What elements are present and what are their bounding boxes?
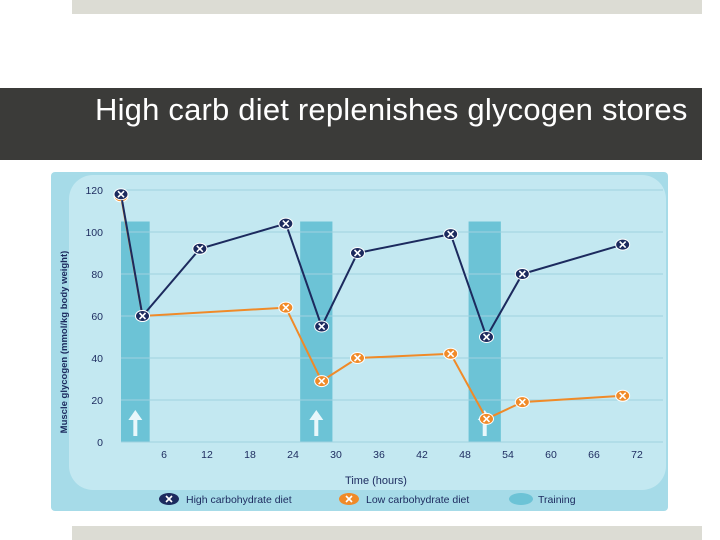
slide-title: High carb diet replenishes glycogen stor… <box>95 92 688 127</box>
data-point-high-carb <box>113 188 129 201</box>
legend-training: Training <box>509 493 576 506</box>
point-cross-icon <box>318 322 326 331</box>
data-point-high-carb <box>479 331 494 343</box>
data-point-high-carb <box>278 217 294 230</box>
x-tick-label: 36 <box>373 449 385 461</box>
x-tick-label: 72 <box>631 449 643 461</box>
legend-cross-icon <box>165 495 173 503</box>
data-series <box>113 188 631 425</box>
data-point-low-carb <box>615 389 631 402</box>
legend-label: Training <box>538 494 576 506</box>
title-band: High carb diet replenishes glycogen stor… <box>0 88 702 160</box>
x-tick-label: 6 <box>161 449 167 461</box>
legend-band-icon <box>509 493 533 505</box>
bottom-decor-bar <box>72 526 702 540</box>
legend-label: Low carbohydrate diet <box>366 494 469 506</box>
series-line-high-carb <box>120 194 623 340</box>
legend-label: High carbohydrate diet <box>186 494 292 506</box>
point-cross-icon <box>619 392 627 400</box>
point-cross-icon <box>482 333 491 341</box>
data-point-low-carb <box>443 347 459 360</box>
y-tick-label: 80 <box>91 269 103 281</box>
data-point-low-carb <box>278 301 294 314</box>
x-tick-label: 54 <box>502 449 514 461</box>
data-point-high-carb <box>615 238 631 251</box>
legend-cross-icon <box>345 495 353 503</box>
y-tick-label: 60 <box>91 311 103 323</box>
x-tick-label: 42 <box>416 449 428 461</box>
training-arrow-icon <box>309 410 324 436</box>
data-point-low-carb <box>314 375 330 388</box>
y-axis-ticks: 0 20 40 60 80 100 120 <box>85 185 103 449</box>
point-cross-icon <box>138 312 147 320</box>
point-cross-icon <box>282 304 290 312</box>
data-point-high-carb <box>135 310 150 322</box>
y-tick-label: 20 <box>91 395 103 407</box>
point-cross-icon <box>447 350 455 358</box>
point-cross-icon <box>353 354 362 362</box>
point-cross-icon <box>482 415 491 423</box>
top-decor-bar <box>72 0 702 14</box>
point-cross-icon <box>353 249 362 257</box>
point-cross-icon <box>518 270 526 278</box>
legend: High carbohydrate diet Low carbohydrate d… <box>159 493 576 506</box>
data-point-low-carb <box>514 396 530 409</box>
point-cross-icon <box>196 245 204 253</box>
legend-high-carb: High carbohydrate diet <box>159 493 292 506</box>
data-point-low-carb <box>350 352 365 364</box>
plot-background <box>69 175 666 490</box>
x-tick-label: 48 <box>459 449 471 461</box>
training-band-1 <box>121 221 150 442</box>
data-point-high-carb <box>350 247 365 259</box>
legend-low-carb: Low carbohydrate diet <box>339 493 469 506</box>
point-cross-icon <box>447 230 455 238</box>
x-tick-label: 24 <box>287 449 299 461</box>
x-tick-label: 66 <box>588 449 600 461</box>
x-tick-label: 30 <box>330 449 342 461</box>
data-point-high-carb <box>443 228 459 241</box>
point-cross-icon <box>117 190 125 198</box>
y-tick-label: 120 <box>85 185 103 197</box>
y-tick-label: 100 <box>85 227 103 239</box>
point-cross-icon <box>619 241 627 249</box>
data-point-high-carb <box>514 268 530 280</box>
grid-lines <box>121 189 663 443</box>
glycogen-chart: 0 20 40 60 80 100 120 6 12 18 24 30 36 42 48 54 60 66 72 … <box>51 172 668 511</box>
data-point-high-carb <box>314 320 330 333</box>
data-point-high-carb <box>192 242 208 255</box>
point-cross-icon <box>518 398 526 406</box>
data-point-low-carb <box>479 412 494 425</box>
x-tick-label: 60 <box>545 449 557 461</box>
training-band-2 <box>300 221 333 442</box>
point-cross-icon <box>282 220 290 228</box>
y-axis-label: Muscle glycogen (mmol/kg body weight) <box>59 251 70 434</box>
x-axis-label: Time (hours) <box>345 475 407 487</box>
point-cross-icon <box>318 377 326 385</box>
x-tick-label: 12 <box>201 449 213 461</box>
y-tick-label: 40 <box>91 353 103 365</box>
x-tick-label: 18 <box>244 449 256 461</box>
x-axis-ticks: 6 12 18 24 30 36 42 48 54 60 66 72 <box>161 449 643 461</box>
training-arrow-icon <box>128 410 143 436</box>
y-tick-label: 0 <box>97 437 103 449</box>
